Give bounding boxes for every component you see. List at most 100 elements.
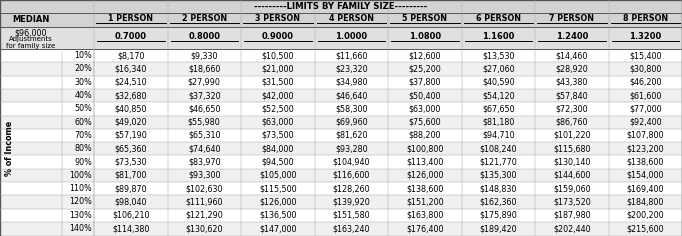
Text: $11,660: $11,660 (335, 51, 368, 60)
Text: $104,940: $104,940 (333, 158, 370, 167)
Text: $121,770: $121,770 (479, 158, 517, 167)
Text: $163,240: $163,240 (333, 224, 370, 233)
Text: $147,000: $147,000 (259, 224, 297, 233)
Text: $184,800: $184,800 (627, 198, 664, 206)
Text: $187,980: $187,980 (553, 211, 591, 220)
Text: $159,060: $159,060 (553, 184, 591, 193)
Text: $92,400: $92,400 (629, 118, 662, 127)
Text: $65,360: $65,360 (115, 144, 147, 153)
Text: $9,330: $9,330 (190, 51, 218, 60)
Text: $37,320: $37,320 (188, 91, 220, 100)
Text: 40%: 40% (74, 91, 92, 100)
Text: $115,500: $115,500 (259, 184, 297, 193)
Text: $148,830: $148,830 (479, 184, 517, 193)
Text: $151,580: $151,580 (332, 211, 370, 220)
Text: 20%: 20% (74, 64, 92, 73)
Text: $67,650: $67,650 (482, 104, 514, 113)
Text: $202,440: $202,440 (553, 224, 591, 233)
Text: $128,260: $128,260 (332, 184, 370, 193)
Bar (0, 27, 682, 49)
Text: $25,200: $25,200 (409, 64, 441, 73)
Text: $27,990: $27,990 (188, 78, 221, 87)
Text: $151,200: $151,200 (406, 198, 443, 206)
Text: $18,660: $18,660 (188, 64, 220, 73)
Text: 7 PERSON: 7 PERSON (549, 14, 594, 23)
Text: $106,210: $106,210 (112, 211, 149, 220)
Text: $46,200: $46,200 (629, 78, 662, 87)
Text: Adjustments
for family size: Adjustments for family size (6, 36, 56, 49)
Text: $111,960: $111,960 (186, 198, 223, 206)
Text: $116,600: $116,600 (333, 171, 370, 180)
Text: $73,500: $73,500 (261, 131, 294, 140)
Text: $61,600: $61,600 (629, 91, 662, 100)
Text: $55,980: $55,980 (188, 118, 220, 127)
Text: $138,600: $138,600 (406, 184, 443, 193)
Text: $98,040: $98,040 (115, 198, 147, 206)
Text: 100%: 100% (70, 171, 92, 180)
Bar (0, 115, 682, 129)
Bar (0, 155, 682, 169)
Bar (0, 142, 682, 155)
Text: 1 PERSON: 1 PERSON (108, 14, 153, 23)
Text: $130,140: $130,140 (553, 158, 591, 167)
Text: $57,190: $57,190 (115, 131, 147, 140)
Text: $72,300: $72,300 (555, 104, 588, 113)
Text: $27,060: $27,060 (482, 64, 514, 73)
Text: $114,380: $114,380 (112, 224, 149, 233)
Text: 130%: 130% (70, 211, 92, 220)
Text: $115,680: $115,680 (553, 144, 591, 153)
Text: 2 PERSON: 2 PERSON (181, 14, 227, 23)
Text: $101,220: $101,220 (553, 131, 591, 140)
Bar (0, 102, 682, 115)
Text: 50%: 50% (74, 104, 92, 113)
Text: $154,000: $154,000 (627, 171, 664, 180)
Text: ---------LIMITS BY FAMILY SIZE---------: ---------LIMITS BY FAMILY SIZE--------- (254, 2, 428, 11)
Text: $94,500: $94,500 (261, 158, 294, 167)
Bar (0, 222, 682, 235)
Text: $40,850: $40,850 (115, 104, 147, 113)
Bar (0, 49, 682, 62)
Text: MEDIAN: MEDIAN (12, 16, 50, 25)
Bar (0, 195, 682, 209)
Text: $105,000: $105,000 (259, 171, 297, 180)
Text: $200,200: $200,200 (627, 211, 664, 220)
Bar (0, 62, 682, 76)
Text: $54,120: $54,120 (482, 91, 514, 100)
Text: 4 PERSON: 4 PERSON (329, 14, 374, 23)
Text: 0.7000: 0.7000 (115, 32, 147, 41)
Bar (0, 76, 682, 89)
Bar (0, 182, 682, 195)
Text: $144,600: $144,600 (553, 171, 591, 180)
Text: $13,530: $13,530 (482, 51, 514, 60)
Text: $81,180: $81,180 (482, 118, 514, 127)
Text: $50,400: $50,400 (409, 91, 441, 100)
Text: 140%: 140% (70, 224, 92, 233)
Text: $15,400: $15,400 (629, 51, 662, 60)
Text: $12,600: $12,600 (409, 51, 441, 60)
Text: $65,310: $65,310 (188, 131, 220, 140)
Text: $69,960: $69,960 (335, 118, 368, 127)
Bar (0, 89, 682, 102)
Text: $176,400: $176,400 (406, 224, 443, 233)
Text: $189,420: $189,420 (479, 224, 517, 233)
Text: $73,530: $73,530 (115, 158, 147, 167)
Text: $40,590: $40,590 (482, 78, 514, 87)
Text: $63,000: $63,000 (409, 104, 441, 113)
Text: $32,680: $32,680 (115, 91, 147, 100)
Text: $121,290: $121,290 (186, 211, 223, 220)
Text: $107,800: $107,800 (627, 131, 664, 140)
Text: $123,200: $123,200 (627, 144, 664, 153)
Text: $49,020: $49,020 (115, 118, 147, 127)
Text: 8 PERSON: 8 PERSON (623, 14, 668, 23)
Text: $108,240: $108,240 (479, 144, 517, 153)
Text: $162,360: $162,360 (479, 198, 517, 206)
Text: $81,620: $81,620 (335, 131, 368, 140)
Text: $130,620: $130,620 (186, 224, 223, 233)
Bar (0, 129, 682, 142)
Text: $24,510: $24,510 (115, 78, 147, 87)
Text: $77,000: $77,000 (629, 104, 662, 113)
Text: $93,300: $93,300 (188, 171, 220, 180)
Text: $58,300: $58,300 (335, 104, 368, 113)
Text: $43,380: $43,380 (556, 78, 588, 87)
Bar (0, 0, 682, 13)
